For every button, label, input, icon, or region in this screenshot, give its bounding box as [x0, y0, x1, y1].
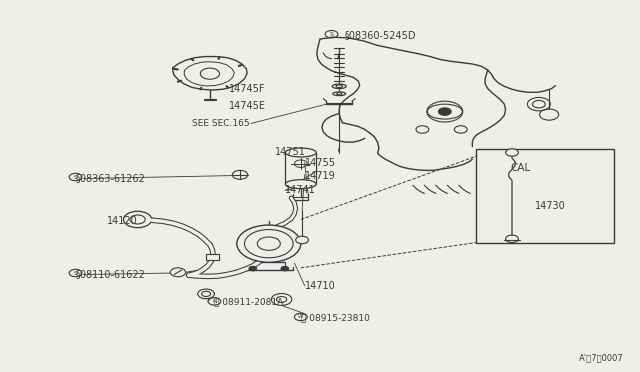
Text: §08363-61262: §08363-61262: [76, 174, 145, 183]
Ellipse shape: [333, 92, 346, 96]
Text: Ⓡ 08915-23810: Ⓡ 08915-23810: [301, 314, 370, 323]
Text: 14120: 14120: [107, 217, 138, 226]
Text: 14745F: 14745F: [229, 84, 266, 94]
Circle shape: [124, 211, 152, 228]
Text: 14755: 14755: [305, 158, 335, 167]
Text: N: N: [212, 299, 217, 304]
Text: 14730: 14730: [535, 202, 566, 211]
Ellipse shape: [285, 180, 316, 189]
Circle shape: [506, 235, 518, 243]
Text: W: W: [298, 314, 303, 320]
Circle shape: [271, 294, 292, 305]
Text: §08110-61622: §08110-61622: [76, 270, 145, 279]
Ellipse shape: [285, 148, 316, 157]
Circle shape: [249, 266, 257, 271]
Ellipse shape: [332, 84, 346, 89]
Text: 14710: 14710: [305, 281, 335, 291]
Bar: [476, 149, 614, 243]
Text: CAL: CAL: [511, 163, 531, 173]
Text: S: S: [330, 32, 333, 37]
Text: S: S: [74, 174, 77, 180]
Circle shape: [296, 236, 308, 244]
Text: A’で7で0007: A’で7で0007: [579, 353, 624, 362]
Text: S: S: [74, 270, 77, 276]
Text: SEE SEC.165: SEE SEC.165: [192, 119, 250, 128]
Circle shape: [506, 149, 518, 156]
Circle shape: [281, 266, 289, 271]
Circle shape: [198, 289, 214, 299]
Bar: [206, 254, 219, 260]
Circle shape: [438, 108, 451, 115]
Text: 14741: 14741: [285, 186, 316, 195]
Text: ⓝ 08911-2081A: ⓝ 08911-2081A: [214, 298, 284, 307]
Circle shape: [237, 225, 301, 262]
Text: 14751: 14751: [275, 147, 306, 157]
Text: 14719: 14719: [305, 171, 335, 180]
Text: 14745E: 14745E: [228, 101, 266, 111]
Text: §08360-5245D: §08360-5245D: [344, 31, 416, 40]
